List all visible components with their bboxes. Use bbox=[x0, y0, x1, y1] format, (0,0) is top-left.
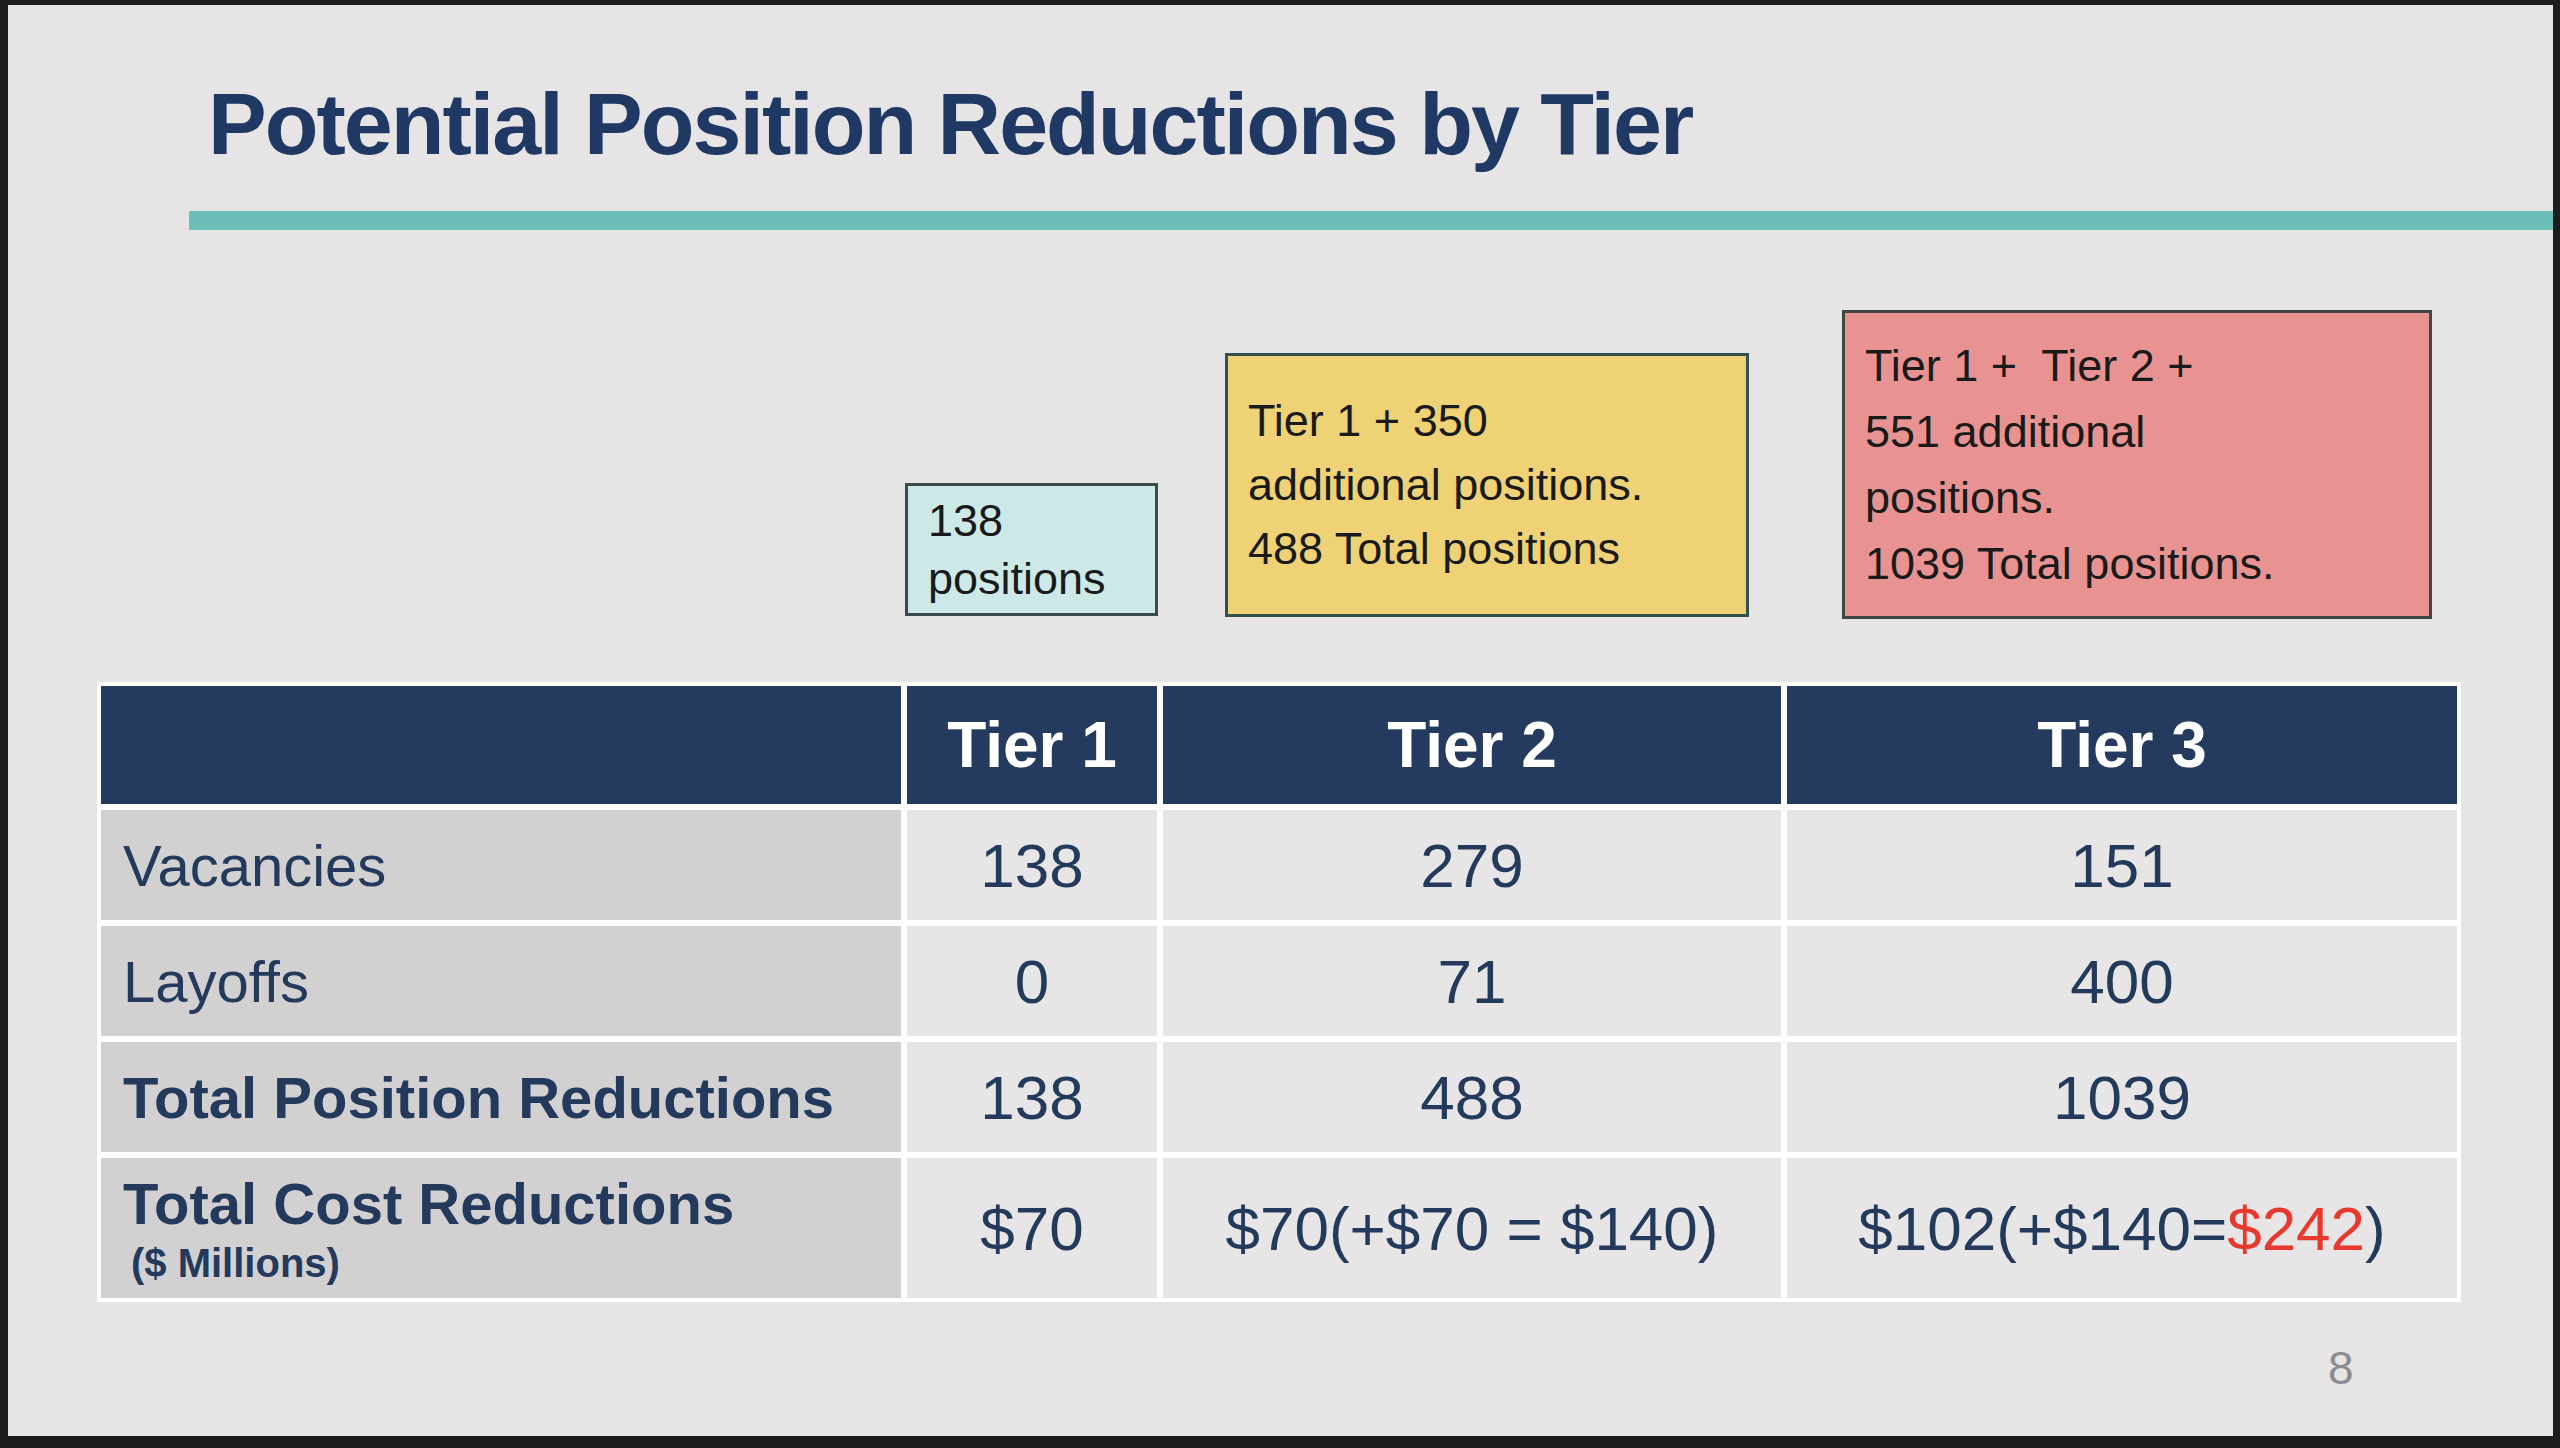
cell-vacancies-tier2: 279 bbox=[1163, 810, 1781, 920]
callout-tier1-line: 138 bbox=[928, 492, 1145, 550]
table-header-tier1: Tier 1 bbox=[907, 686, 1157, 804]
callout-tier3-line: 1039 Total positions. bbox=[1865, 531, 2419, 597]
cell-layoffs-tier1: 0 bbox=[907, 926, 1157, 1036]
row-label-total-position-reductions: Total Position Reductions bbox=[101, 1042, 901, 1152]
cell-total-cost-tier1: $70 bbox=[907, 1158, 1157, 1298]
table-header-tier3: Tier 3 bbox=[1787, 686, 2457, 804]
total-cost-label: Total Cost Reductions bbox=[123, 1170, 734, 1237]
total-cost-sublabel: ($ Millions) bbox=[123, 1241, 340, 1286]
table-header-tier2: Tier 2 bbox=[1163, 686, 1781, 804]
callout-tier2: Tier 1 + 350 additional positions. 488 T… bbox=[1225, 353, 1749, 617]
cell-total-positions-tier1: 138 bbox=[907, 1042, 1157, 1152]
cell-total-cost-tier3: $102(+$140=$242) bbox=[1787, 1158, 2457, 1298]
cell-total-positions-tier2: 488 bbox=[1163, 1042, 1781, 1152]
callout-tier3-line: positions. bbox=[1865, 465, 2419, 531]
position-reductions-table: Tier 1 Tier 2 Tier 3 Vacancies 138 279 1… bbox=[97, 682, 2461, 1302]
row-label-total-cost-reductions: Total Cost Reductions ($ Millions) bbox=[101, 1158, 901, 1298]
callout-tier1-line: positions bbox=[928, 550, 1145, 608]
total-cost-tier3-highlight: $242 bbox=[2227, 1193, 2365, 1264]
slide: Potential Position Reductions by Tier 13… bbox=[8, 5, 2553, 1436]
page-number: 8 bbox=[2328, 1341, 2354, 1395]
page-title: Potential Position Reductions by Tier bbox=[208, 73, 1692, 175]
total-cost-tier3-suffix: ) bbox=[2365, 1193, 2386, 1264]
cell-layoffs-tier3: 400 bbox=[1787, 926, 2457, 1036]
cell-layoffs-tier2: 71 bbox=[1163, 926, 1781, 1036]
callout-tier2-line: Tier 1 + 350 bbox=[1248, 389, 1736, 453]
cell-total-positions-tier3: 1039 bbox=[1787, 1042, 2457, 1152]
cell-total-cost-tier2: $70(+$70 = $140) bbox=[1163, 1158, 1781, 1298]
callout-tier2-line: additional positions. bbox=[1248, 453, 1736, 517]
cell-vacancies-tier3: 151 bbox=[1787, 810, 2457, 920]
row-label-layoffs: Layoffs bbox=[101, 926, 901, 1036]
callout-tier3-line: Tier 1 + Tier 2 + bbox=[1865, 333, 2419, 399]
callout-tier1: 138 positions bbox=[905, 483, 1158, 616]
row-label-vacancies: Vacancies bbox=[101, 810, 901, 920]
callout-tier3: Tier 1 + Tier 2 + 551 additional positio… bbox=[1842, 310, 2432, 619]
cell-vacancies-tier1: 138 bbox=[907, 810, 1157, 920]
table-header-blank bbox=[101, 686, 901, 804]
callout-tier2-line: 488 Total positions bbox=[1248, 517, 1736, 581]
total-cost-tier3-prefix: $102(+$140= bbox=[1858, 1193, 2227, 1264]
title-underline-rule bbox=[189, 211, 2553, 230]
callout-tier3-line: 551 additional bbox=[1865, 399, 2419, 465]
